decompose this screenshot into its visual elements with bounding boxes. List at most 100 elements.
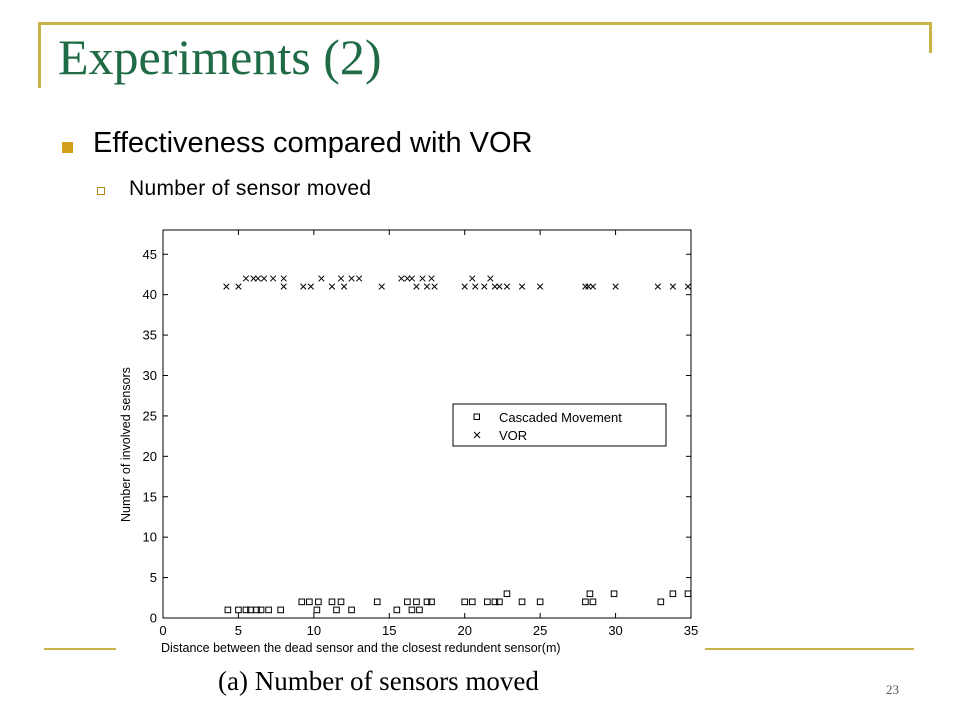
figure-caption: (a) Number of sensors moved: [218, 666, 539, 696]
cascaded-point: [328, 598, 336, 606]
vor-point: [280, 283, 287, 290]
cascaded-point: [413, 598, 420, 606]
cascaded-point: [315, 598, 322, 606]
vor-point: [536, 283, 544, 290]
frame-top-line: [38, 22, 931, 25]
vor-point: [408, 275, 416, 282]
axis-ticks: 0 5 10 15 20 25 30 35 0 5 10 15 20 25 30 35 40 45: [143, 230, 698, 638]
vor-point: [242, 275, 250, 282]
vor-point: [496, 283, 503, 290]
vor-point: [431, 283, 438, 290]
legend: Cascaded Movement VOR: [452, 403, 667, 447]
vor-point: [669, 283, 677, 290]
vor-point: [461, 283, 468, 290]
vor-point: [235, 283, 242, 290]
cascaded-point: [253, 606, 260, 614]
cascaded-point: [536, 598, 544, 606]
vor-point: [340, 283, 348, 290]
vor-point: [654, 283, 661, 290]
cascaded-point: [669, 590, 677, 598]
vor-point: [223, 283, 230, 290]
cascaded-point: [416, 606, 423, 614]
legend-square-marker: [473, 413, 480, 420]
cascaded-point: [468, 598, 476, 606]
vor-point: [260, 275, 268, 282]
vor-point: [612, 283, 619, 290]
vor-point: [337, 275, 345, 282]
bullet-sub-text: Number of sensor moved: [129, 177, 372, 200]
cascaded-point: [484, 598, 491, 606]
vor-point: [518, 283, 526, 290]
x-tick-label: 25: [533, 623, 547, 638]
y-tick-label: 40: [143, 287, 157, 302]
cascaded-point: [423, 598, 431, 606]
vor-point: [585, 283, 592, 290]
cascaded-point: [277, 606, 284, 614]
cascaded-point: [496, 598, 503, 606]
cascaded-point: [657, 598, 665, 606]
vor-point: [582, 283, 589, 290]
cascaded-point: [428, 598, 435, 606]
vor-point: [428, 275, 435, 282]
bullet-square-icon: [62, 142, 73, 153]
vor-point: [503, 283, 511, 290]
legend-label-cascaded: Cascaded Movement: [499, 410, 622, 425]
cascaded-point: [404, 598, 411, 606]
vor-point: [404, 275, 411, 282]
bullet-main-text: Effectiveness compared with VOR: [93, 127, 533, 159]
cascaded-point: [582, 598, 589, 606]
cascaded-point: [306, 598, 313, 606]
vor-point: [491, 283, 499, 290]
x-tick-label: 15: [382, 623, 396, 638]
cascaded-point: [461, 598, 469, 606]
cascaded-point: [610, 590, 618, 598]
x-tick-label: 5: [235, 623, 242, 638]
cascaded-point: [333, 606, 340, 614]
cascaded-point: [348, 606, 355, 614]
y-tick-label: 15: [143, 489, 157, 504]
y-axis-label: Number of involved sensors: [119, 367, 133, 522]
cascaded-point: [586, 590, 594, 598]
cascaded-point: [224, 606, 232, 614]
chart-container: 0 5 10 15 20 25 30 35 0 5 10 15 20 25 30 35 40 45 Cascade…: [108, 218, 708, 663]
cascaded-point: [518, 598, 526, 606]
x-tick-label: 0: [159, 623, 166, 638]
x-tick-label: 35: [684, 623, 698, 638]
x-tick-label: 30: [608, 623, 622, 638]
vor-point: [348, 275, 355, 282]
cascaded-point: [242, 606, 250, 614]
vor-point: [423, 283, 431, 290]
frame-left-line: [38, 22, 41, 88]
vor-point: [280, 275, 287, 282]
cascaded-point: [684, 590, 692, 598]
x-tick-label: 10: [307, 623, 321, 638]
y-tick-label: 45: [143, 247, 157, 262]
vor-point: [472, 283, 479, 290]
vor-point: [487, 275, 494, 282]
y-tick-label: 5: [150, 570, 157, 585]
cascaded-point: [503, 590, 511, 598]
vor-point: [481, 283, 488, 290]
footer-line-left: [44, 648, 116, 650]
cascaded-point: [313, 606, 321, 614]
vor-point: [378, 283, 385, 290]
vor-point: [250, 275, 257, 282]
data-points: [223, 275, 692, 614]
cascaded-point: [589, 598, 597, 606]
y-tick-label: 20: [143, 449, 157, 464]
cascaded-point: [491, 598, 499, 606]
cascaded-point: [337, 598, 345, 606]
cascaded-point: [265, 606, 272, 614]
legend-label-vor: VOR: [499, 428, 527, 443]
vor-point: [318, 275, 325, 282]
cascaded-point: [393, 606, 401, 614]
scatter-chart: 0 5 10 15 20 25 30 35 0 5 10 15 20 25 30 35 40 45 Cascade…: [119, 229, 698, 655]
frame-right-line: [929, 22, 932, 53]
y-tick-label: 0: [150, 611, 157, 626]
cascaded-point: [408, 606, 416, 614]
slide-title: Experiments (2): [58, 29, 382, 85]
page-number: 23: [886, 682, 899, 697]
y-tick-label: 35: [143, 328, 157, 343]
vor-point: [589, 283, 597, 290]
vor-point: [419, 275, 426, 282]
